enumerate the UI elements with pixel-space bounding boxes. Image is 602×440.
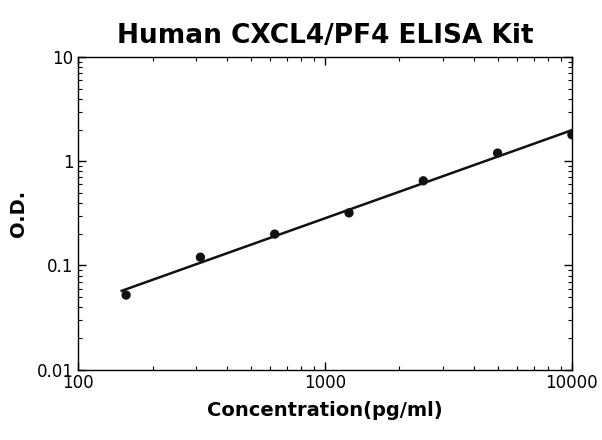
- Point: [344, 209, 354, 216]
- Title: Human CXCL4/PF4 ELISA Kit: Human CXCL4/PF4 ELISA Kit: [117, 23, 533, 49]
- Point: [493, 150, 503, 157]
- X-axis label: Concentration(pg/ml): Concentration(pg/ml): [207, 401, 443, 420]
- Y-axis label: O.D.: O.D.: [9, 190, 28, 237]
- Point: [121, 292, 131, 299]
- Point: [270, 231, 279, 238]
- Point: [567, 131, 577, 138]
- Point: [196, 254, 205, 261]
- Point: [418, 177, 428, 184]
